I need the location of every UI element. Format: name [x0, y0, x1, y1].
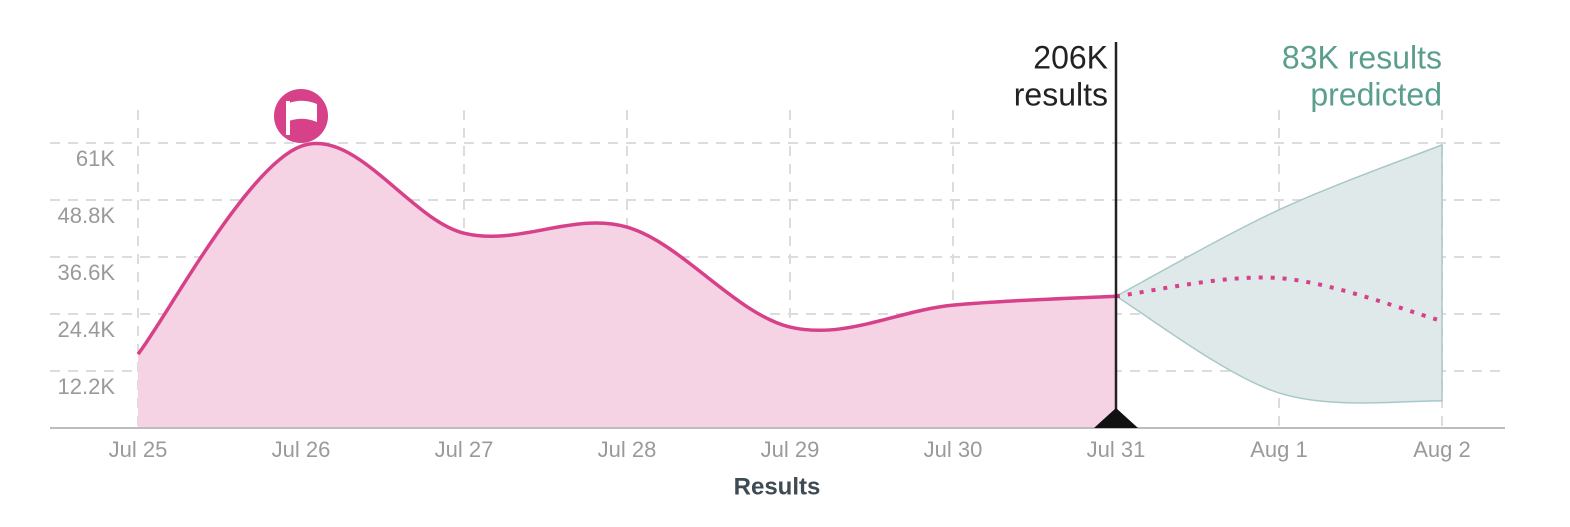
annotation: 206K	[1033, 39, 1108, 75]
x-tick-label: Jul 26	[272, 437, 331, 462]
y-tick-label: 48.8K	[58, 203, 116, 228]
x-tick-label: Aug 1	[1250, 437, 1308, 462]
annotation: predicted	[1310, 76, 1442, 112]
y-tick-label: 36.6K	[58, 260, 116, 285]
x-tick-label: Jul 31	[1087, 437, 1146, 462]
x-tick-label: Jul 29	[761, 437, 820, 462]
peak-flag	[274, 89, 328, 143]
x-tick-label: Jul 25	[109, 437, 168, 462]
area-fill	[138, 143, 1116, 429]
series-line	[136, 141, 1117, 356]
annotation: results	[1014, 76, 1108, 112]
now-triangle	[1094, 408, 1138, 428]
x-tick-label: Jul 27	[435, 437, 494, 462]
y-tick-label: 12.2K	[58, 374, 116, 399]
x-tick-label: Aug 2	[1413, 437, 1471, 462]
flag-cloth	[289, 100, 317, 122]
x-tick-label: Jul 28	[598, 437, 657, 462]
prediction-band	[1114, 143, 1443, 404]
y-tick-label: 61K	[76, 146, 115, 171]
y-tick-label: 24.4K	[58, 317, 116, 342]
annotation: 83K results	[1282, 39, 1442, 75]
x-tick-label: Jul 30	[924, 437, 983, 462]
x-axis-label: Results	[734, 473, 821, 500]
